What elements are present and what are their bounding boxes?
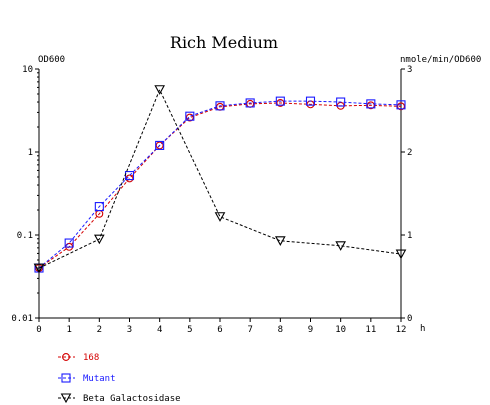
data-point [396, 100, 406, 110]
x-tick-label: 3 [127, 325, 132, 335]
series-line [38, 88, 402, 269]
legend-item: Mutant [58, 373, 116, 384]
data-point [94, 202, 104, 212]
x-tick-label: 5 [187, 325, 192, 335]
data-point [335, 241, 346, 251]
series-beta-galactosidase [33, 85, 407, 274]
data-point [185, 113, 194, 122]
data-point [336, 97, 346, 107]
right-tick-label: 3 [407, 65, 412, 75]
x-tick-label: 8 [278, 325, 283, 335]
data-point [214, 212, 226, 222]
right-tick-label: 2 [407, 148, 412, 158]
data-point [155, 141, 164, 150]
right-axis-label: nmole/min/OD600 [400, 55, 481, 65]
series-mutant [34, 96, 406, 273]
data-point [61, 373, 71, 383]
x-tick-label: 10 [335, 325, 346, 335]
series-168 [35, 98, 405, 272]
left-tick-label: 10 [22, 65, 33, 75]
series-line [38, 100, 402, 269]
data-point [62, 353, 70, 361]
data-point [155, 140, 165, 150]
x-tick-label: 1 [66, 325, 71, 335]
x-tick-label: 4 [157, 325, 162, 335]
data-point [366, 99, 376, 109]
data-point [94, 234, 105, 245]
left-tick-label: 1 [28, 148, 33, 158]
x-tick-label: 7 [247, 325, 252, 335]
data-point [397, 102, 405, 111]
data-point [215, 101, 225, 111]
legend: 168 Mutant Beta Galactosidase [58, 353, 181, 404]
legend-item: Beta Galactosidase [58, 393, 181, 404]
left-tick-label: 0.1 [17, 231, 33, 241]
x-tick-label: 12 [396, 325, 407, 335]
legend-label: 168 [83, 353, 99, 363]
legend-item: 168 [58, 353, 99, 363]
data-point [60, 393, 72, 404]
data-point [275, 236, 286, 246]
left-tick-label: 0.01 [11, 314, 33, 324]
data-point [305, 96, 316, 106]
data-point [185, 111, 195, 121]
legend-label: Mutant [83, 374, 116, 384]
data-point [245, 98, 255, 108]
data-point [64, 238, 74, 248]
data-point [366, 101, 375, 110]
data-point [275, 96, 285, 106]
data-point [154, 85, 165, 95]
x-axis-unit: h [420, 324, 425, 334]
series-line [38, 102, 402, 269]
chart-title: Rich Medium [170, 33, 278, 52]
legend-label: Beta Galactosidase [83, 394, 181, 404]
x-tick-label: 0 [36, 325, 41, 335]
left-axis-label: OD600 [38, 55, 65, 65]
series-layer [33, 85, 407, 274]
x-tick-label: 6 [217, 325, 222, 335]
x-tick-label: 9 [308, 325, 313, 335]
data-point [395, 249, 407, 260]
right-tick-label: 0 [407, 314, 412, 324]
data-point [276, 98, 285, 107]
x-tick-label: 2 [97, 325, 102, 335]
data-point [33, 263, 45, 274]
x-tick-label: 11 [365, 325, 376, 335]
right-tick-label: 1 [407, 231, 412, 241]
